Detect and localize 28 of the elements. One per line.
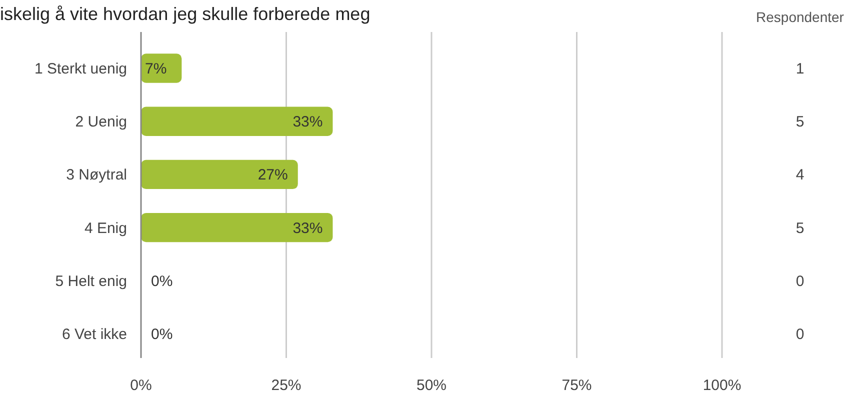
text: 4 [796, 166, 804, 184]
x-tick-label: 50% [416, 377, 447, 394]
text: Respondenter [756, 9, 844, 25]
y-tick-label: 2 Uenig [75, 114, 127, 131]
data-label: 33% [292, 114, 323, 131]
text: 0 [796, 326, 804, 343]
x-tick-label: 25% [271, 377, 302, 394]
y-tick-label: 1 Sterkt uenig [34, 60, 127, 78]
y-tick-label: 4 Enig [84, 220, 127, 237]
chart-title: iskelig å vite hvordan jeg skulle forberede meg [0, 4, 370, 24]
x-tick-label: 75% [562, 377, 592, 394]
data-label: 27% [258, 166, 288, 184]
x-tick-label: 100% [702, 377, 742, 394]
text: 5 [796, 220, 804, 237]
bar [141, 212, 333, 242]
bar [141, 160, 298, 190]
y-tick-label: 3 Nøytral [66, 166, 127, 184]
data-label: 33% [292, 220, 323, 237]
data-label: 0% [151, 272, 173, 290]
text: 1 [796, 60, 804, 78]
text: 5 [796, 114, 804, 131]
x-tick-label: 0% [130, 377, 152, 394]
y-tick-label: 6 Vet ikke [62, 326, 127, 343]
bar [141, 106, 333, 136]
text: 0 [796, 272, 804, 290]
y-tick-label: 5 Helt enig [55, 272, 127, 290]
data-label: 7% [145, 60, 167, 78]
data-label: 0% [151, 326, 173, 343]
